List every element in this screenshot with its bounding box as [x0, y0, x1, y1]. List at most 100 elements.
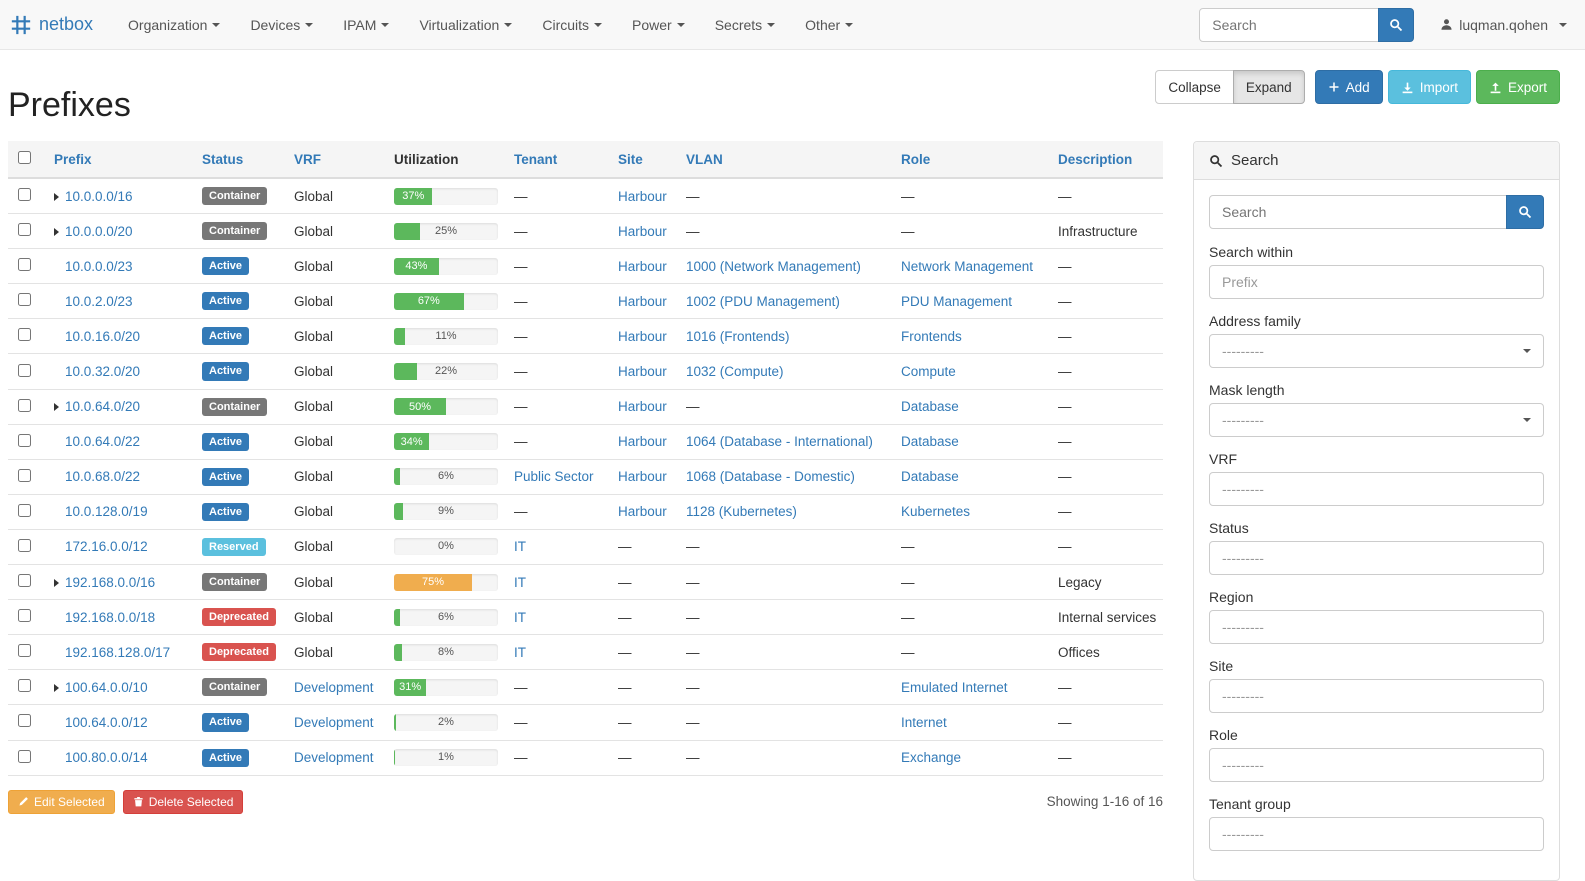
row-checkbox[interactable]: [18, 503, 31, 517]
tenant-link[interactable]: IT: [514, 644, 526, 660]
column-header-vrf[interactable]: VRF: [286, 141, 386, 179]
prefix-link[interactable]: 10.0.32.0/20: [65, 364, 141, 380]
row-checkbox[interactable]: [18, 468, 31, 482]
filter-select-mask-length[interactable]: ---------: [1209, 403, 1544, 437]
global-search-button[interactable]: [1378, 7, 1415, 42]
vlan-link[interactable]: 1032 (Compute): [686, 364, 784, 380]
role-link[interactable]: Kubernetes: [901, 504, 971, 520]
role-link[interactable]: Frontends: [901, 328, 962, 344]
add-button[interactable]: Add: [1314, 70, 1383, 104]
row-checkbox[interactable]: [18, 398, 31, 412]
row-checkbox[interactable]: [18, 538, 31, 552]
role-link[interactable]: Compute: [901, 364, 956, 380]
nav-menu-devices[interactable]: Devices: [235, 0, 328, 50]
vrf-link[interactable]: Development: [294, 714, 374, 730]
vlan-link[interactable]: 1068 (Database - Domestic): [686, 469, 855, 485]
column-header-site[interactable]: Site: [610, 141, 678, 179]
filter-select-tenant-group[interactable]: ---------: [1209, 817, 1544, 851]
sidebar-search-input[interactable]: [1209, 195, 1507, 229]
filter-select-site[interactable]: ---------: [1209, 679, 1544, 713]
role-link[interactable]: Database: [901, 469, 959, 485]
prefix-link[interactable]: 192.168.0.0/18: [65, 609, 156, 625]
nav-menu-power[interactable]: Power: [617, 0, 700, 50]
nav-menu-secrets[interactable]: Secrets: [700, 0, 790, 50]
tenant-link[interactable]: IT: [514, 609, 526, 625]
expand-caret-icon[interactable]: [54, 683, 59, 692]
filter-input-search-within[interactable]: [1209, 265, 1544, 299]
column-header-role[interactable]: Role: [893, 141, 1050, 179]
tenant-link[interactable]: Public Sector: [514, 469, 594, 485]
row-checkbox[interactable]: [18, 223, 31, 237]
role-link[interactable]: Emulated Internet: [901, 679, 1008, 695]
prefix-link[interactable]: 172.16.0.0/12: [65, 539, 148, 555]
row-checkbox[interactable]: [18, 714, 31, 728]
vlan-link[interactable]: 1128 (Kubernetes): [686, 504, 797, 520]
prefix-link[interactable]: 10.0.0.0/23: [65, 258, 133, 274]
prefix-link[interactable]: 10.0.2.0/23: [65, 293, 133, 309]
prefix-link[interactable]: 10.0.64.0/22: [65, 434, 141, 450]
filter-select-status[interactable]: ---------: [1209, 541, 1544, 575]
prefix-link[interactable]: 192.168.128.0/17: [65, 644, 171, 660]
row-checkbox[interactable]: [18, 363, 31, 377]
row-checkbox[interactable]: [18, 328, 31, 342]
prefix-link[interactable]: 10.0.64.0/20: [65, 399, 141, 415]
column-header-tenant[interactable]: Tenant: [506, 141, 610, 179]
site-link[interactable]: Harbour: [618, 328, 667, 344]
site-link[interactable]: Harbour: [618, 258, 667, 274]
expand-caret-icon[interactable]: [54, 403, 59, 412]
import-button[interactable]: Import: [1387, 70, 1471, 104]
prefix-link[interactable]: 192.168.0.0/16: [65, 574, 156, 590]
prefix-link[interactable]: 10.0.0.0/16: [65, 188, 133, 204]
expand-caret-icon[interactable]: [54, 578, 59, 587]
role-link[interactable]: Network Management: [901, 258, 1034, 274]
column-header-prefix[interactable]: Prefix: [46, 141, 194, 179]
nav-menu-ipam[interactable]: IPAM: [328, 0, 404, 50]
nav-menu-virtualization[interactable]: Virtualization: [404, 0, 527, 50]
row-checkbox[interactable]: [18, 433, 31, 447]
row-checkbox[interactable]: [18, 609, 31, 623]
expand-caret-icon[interactable]: [54, 227, 59, 236]
select-all-checkbox[interactable]: [18, 151, 31, 164]
vlan-link[interactable]: 1000 (Network Management): [686, 258, 861, 274]
vlan-link[interactable]: 1002 (PDU Management): [686, 293, 840, 309]
vlan-link[interactable]: 1064 (Database - International): [686, 434, 873, 450]
site-link[interactable]: Harbour: [618, 364, 667, 380]
role-link[interactable]: Exchange: [901, 750, 962, 766]
tenant-link[interactable]: IT: [514, 574, 526, 590]
nav-menu-circuits[interactable]: Circuits: [527, 0, 617, 50]
tenant-link[interactable]: IT: [514, 539, 526, 555]
expand-caret-icon[interactable]: [54, 192, 59, 201]
column-header-status[interactable]: Status: [194, 141, 286, 179]
expand-button[interactable]: Expand: [1232, 70, 1305, 104]
filter-select-vrf[interactable]: ---------: [1209, 472, 1544, 506]
site-link[interactable]: Harbour: [618, 504, 667, 520]
brand[interactable]: netbox: [10, 14, 93, 36]
vrf-link[interactable]: Development: [294, 679, 374, 695]
row-checkbox[interactable]: [18, 679, 31, 693]
nav-menu-organization[interactable]: Organization: [113, 0, 235, 50]
vrf-link[interactable]: Development: [294, 750, 374, 766]
sidebar-search-button[interactable]: [1506, 195, 1544, 229]
filter-select-region[interactable]: ---------: [1209, 610, 1544, 644]
prefix-link[interactable]: 10.0.128.0/19: [65, 504, 148, 520]
site-link[interactable]: Harbour: [618, 188, 667, 204]
collapse-button[interactable]: Collapse: [1155, 70, 1234, 104]
row-checkbox[interactable]: [18, 293, 31, 307]
prefix-link[interactable]: 100.64.0.0/12: [65, 714, 148, 730]
delete-selected-button[interactable]: Delete Selected: [122, 789, 244, 814]
site-link[interactable]: Harbour: [618, 469, 667, 485]
site-link[interactable]: Harbour: [618, 293, 667, 309]
site-link[interactable]: Harbour: [618, 434, 667, 450]
vlan-link[interactable]: 1016 (Frontends): [686, 328, 790, 344]
role-link[interactable]: Database: [901, 399, 959, 415]
site-link[interactable]: Harbour: [618, 399, 667, 415]
prefix-link[interactable]: 10.0.16.0/20: [65, 328, 141, 344]
row-checkbox[interactable]: [18, 258, 31, 272]
user-menu[interactable]: luqman.qohen: [1440, 17, 1567, 33]
role-link[interactable]: PDU Management: [901, 293, 1013, 309]
global-search-input[interactable]: [1199, 7, 1380, 42]
role-link[interactable]: Internet: [901, 714, 947, 730]
row-checkbox[interactable]: [18, 188, 31, 202]
nav-menu-other[interactable]: Other: [790, 0, 868, 50]
role-link[interactable]: Database: [901, 434, 959, 450]
